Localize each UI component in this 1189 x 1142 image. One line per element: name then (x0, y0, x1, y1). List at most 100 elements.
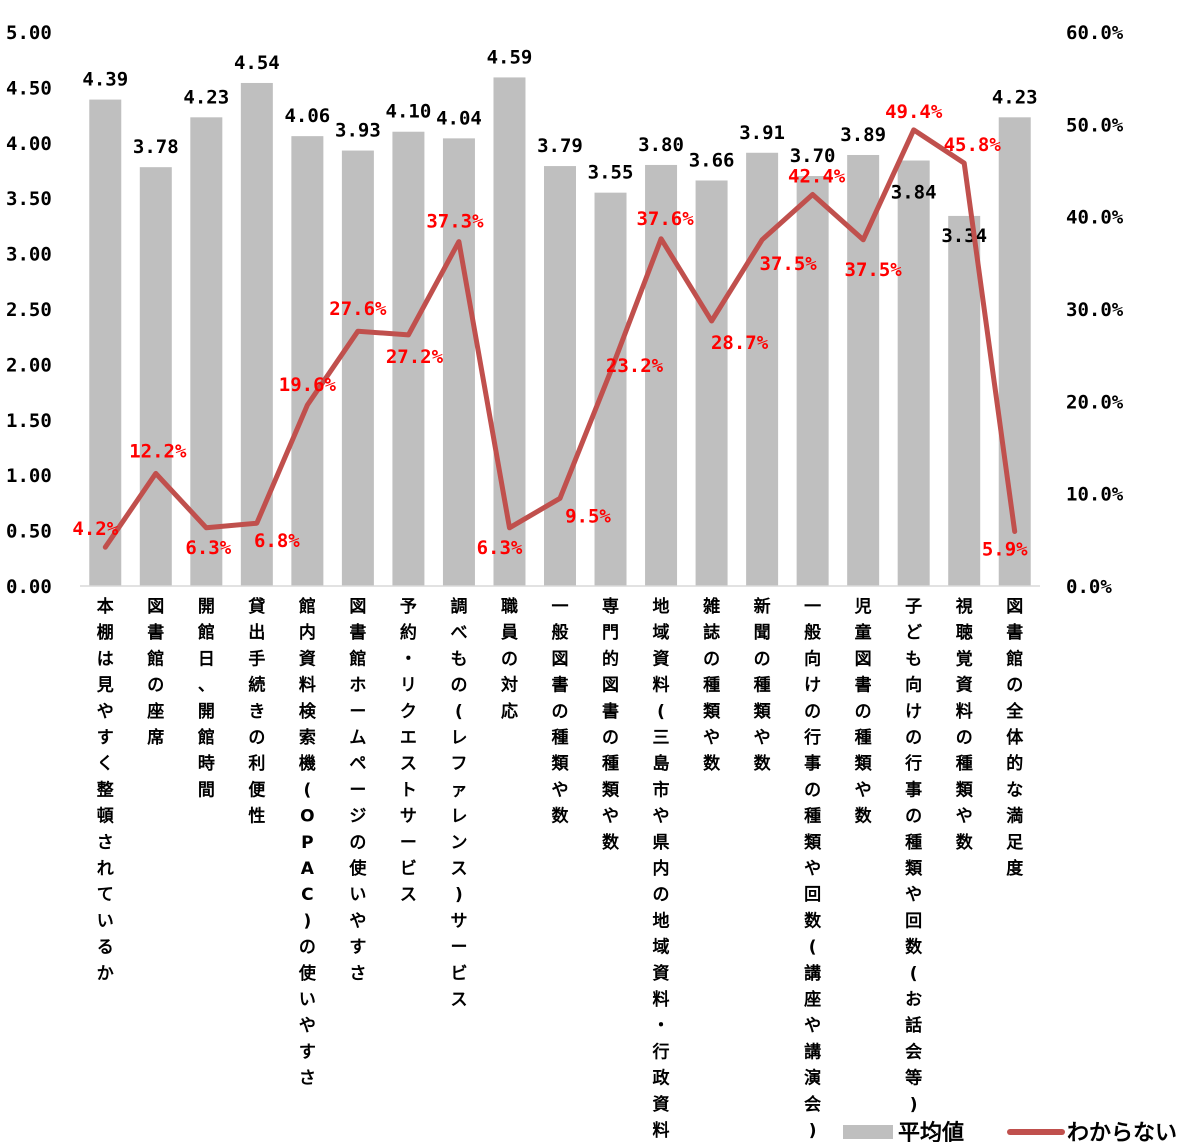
category-label: 開館日、開館時間 (197, 597, 215, 800)
left-tick-label: 2.00 (6, 354, 52, 376)
left-tick-label: 5.00 (6, 22, 52, 44)
bar (594, 192, 627, 586)
category-label: 調べもの(レファレンス)サービス (450, 596, 467, 1010)
right-tick-label: 30.0% (1066, 299, 1124, 321)
bar-data-label: 3.79 (537, 135, 583, 157)
line-path (102, 127, 1018, 550)
left-tick-label: 0.00 (6, 576, 52, 598)
left-tick-label: 4.50 (6, 77, 52, 99)
bar (695, 180, 728, 587)
bar (291, 136, 324, 587)
bar (645, 164, 678, 586)
bar-data-label: 3.84 (891, 182, 937, 204)
left-tick-label: 1.00 (6, 465, 52, 487)
bar-data-label: 3.55 (588, 162, 634, 184)
line-data-label: 37.5% (845, 259, 903, 281)
category-label: 図書館の座席 (146, 597, 164, 748)
bar-data-label: 4.39 (82, 69, 128, 91)
bar (897, 160, 930, 586)
category-label: 視聴覚資料の種類や数 (955, 596, 974, 853)
legend-bar-swatch (843, 1125, 893, 1139)
line-series (102, 127, 1018, 550)
line-data-label: 27.6% (329, 298, 387, 320)
right-tick-label: 0.0% (1066, 576, 1112, 598)
bar-data-label: 3.80 (638, 134, 684, 156)
line-data-label: 23.2% (606, 355, 664, 377)
left-tick-label: 2.50 (6, 299, 52, 321)
left-tick-label: 1.50 (6, 410, 52, 432)
category-label: 本棚は見やすく整頓されているか (96, 596, 114, 984)
right-tick-label: 50.0% (1066, 114, 1124, 136)
bar (341, 150, 374, 586)
category-label: 児童図書の種類や数 (854, 597, 873, 827)
bar-data-label: 3.78 (133, 136, 179, 158)
right-axis-ticks: 0.0% 10.0% 20.0% 30.0% 40.0% 50.0% 60.0% (1066, 22, 1124, 598)
bar (89, 99, 122, 586)
line-data-label: 37.3% (426, 211, 484, 233)
line-data-label: 19.6% (279, 374, 337, 396)
line-data-label: 45.8% (944, 134, 1002, 156)
bar-data-label: 3.66 (689, 149, 735, 171)
line-data-label: 28.7% (711, 332, 769, 354)
category-label: 職員の対応 (500, 596, 518, 722)
bar (442, 138, 475, 587)
line-data-label: 27.2% (386, 346, 444, 368)
bar-data-label: 4.06 (284, 105, 330, 127)
line-data-label: 5.9% (982, 539, 1028, 561)
bar (796, 176, 829, 587)
bar-data-label: 3.93 (335, 120, 381, 142)
category-label: 地域資料(三島市や県内の地域資料・行政資料) (652, 596, 671, 1142)
category-label: 館内資料検索機(O P A C)の使いやすさ (298, 596, 317, 1089)
bar (493, 77, 526, 586)
left-tick-label: 4.00 (6, 133, 52, 155)
bar-data-label: 4.04 (436, 107, 482, 129)
left-axis-ticks: 0.00 0.50 1.00 1.50 2.00 2.50 3.00 3.50 4.00 4.50… (6, 22, 52, 598)
legend-line-label: わからない (1067, 1121, 1177, 1142)
bar-data-label: 4.54 (234, 52, 280, 74)
line-data-label: 37.5% (760, 253, 818, 275)
bar-data-labels: 4.393.784.234.544.063.934.10 4.044.593.79… (82, 46, 1038, 247)
line-data-label: 37.6% (636, 208, 694, 230)
bar-data-label: 3.70 (790, 145, 836, 167)
category-label: 雑誌の種類や数 (702, 596, 721, 774)
bar (948, 215, 981, 587)
category-label: 専門的図書の種類や数 (601, 597, 620, 853)
bar-data-label: 3.34 (941, 225, 987, 247)
bar (240, 82, 273, 586)
left-tick-label: 3.50 (6, 188, 52, 210)
bar-data-label: 4.23 (992, 86, 1038, 108)
category-label: 子ども向けの行事の種類や回数(お話会等) (904, 597, 923, 1115)
category-label: 一般図書の種類や数 (551, 597, 570, 827)
line-data-label: 9.5% (565, 505, 611, 527)
line-data-label: 6.3% (185, 537, 231, 559)
legend-bar-label: 平均値 (898, 1120, 964, 1142)
line-data-label: 42.4% (788, 166, 846, 188)
bar-data-label: 3.91 (739, 122, 785, 144)
bar (544, 166, 576, 586)
category-label: 新聞の種類や数 (753, 596, 772, 774)
bar-data-label: 4.59 (487, 46, 533, 68)
bar-data-label: 4.23 (183, 86, 229, 108)
bar (746, 152, 779, 586)
line-data-label: 6.3% (477, 537, 523, 559)
bar (139, 167, 172, 586)
category-label: 図書館の全体的な満足度 (1005, 597, 1024, 879)
bar (847, 154, 880, 586)
category-labels: 本棚は見やすく整頓されているか 図書館の座席 開館日、開館時間 貸出手続きの利便性 館内… (96, 596, 1024, 1142)
bar (392, 131, 425, 586)
bar (998, 117, 1031, 586)
legend: 平均値 わからない (843, 1120, 1177, 1142)
line-data-label: 6.8% (254, 530, 300, 552)
right-tick-label: 10.0% (1066, 484, 1124, 506)
right-tick-label: 40.0% (1066, 207, 1124, 229)
category-label: 貸出手続きの利便性 (247, 596, 266, 827)
bar-data-label: 4.10 (386, 101, 432, 123)
bar (190, 117, 223, 586)
left-tick-label: 3.00 (6, 244, 52, 266)
category-label: 予約・リクエストサービス (400, 597, 417, 905)
bar-series (89, 77, 1031, 587)
bar-data-label: 3.89 (840, 124, 886, 146)
category-label: 図書館ホームページの使いやすさ (348, 597, 367, 984)
line-data-label: 49.4% (885, 101, 943, 123)
